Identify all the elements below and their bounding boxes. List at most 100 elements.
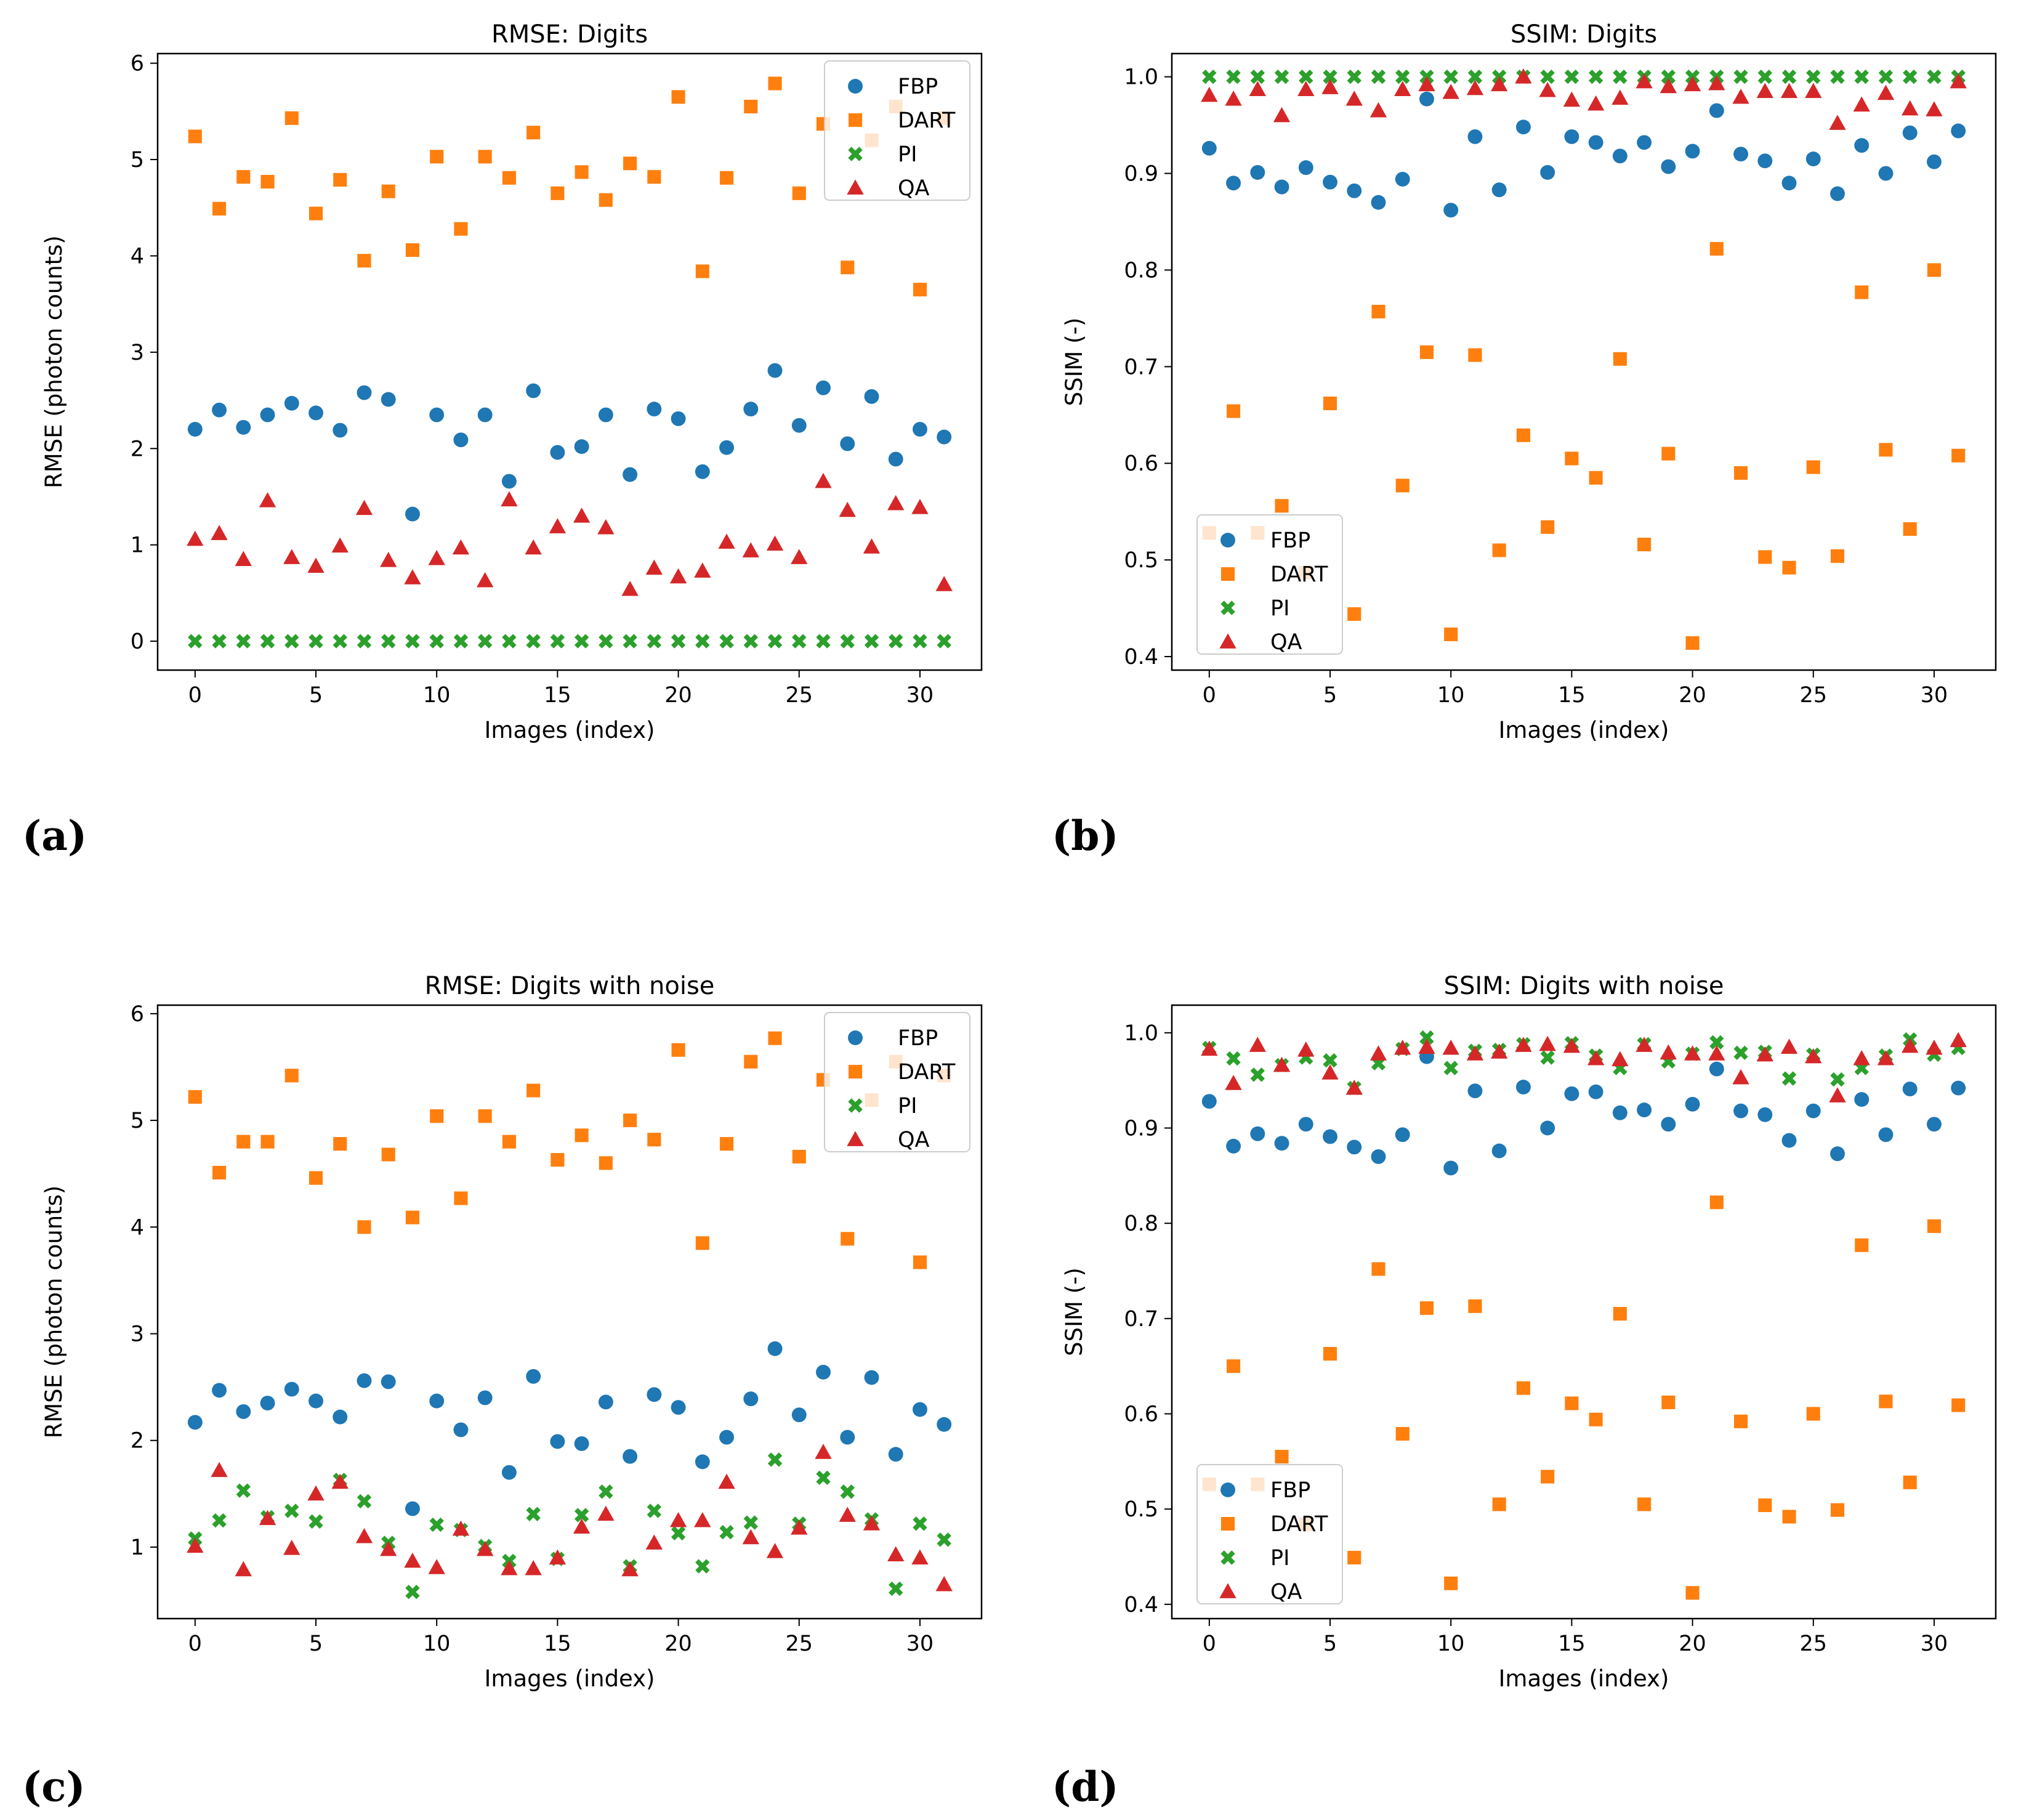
point-pi-21	[695, 1559, 710, 1574]
point-qa-4	[283, 1540, 301, 1555]
point-dart-30	[913, 283, 927, 297]
point-qa-19	[645, 1534, 663, 1550]
point-fbp-18	[1637, 135, 1652, 150]
point-qa-14	[525, 1559, 542, 1575]
point-pi-3	[260, 634, 275, 649]
y-tick-label: 3	[131, 341, 144, 365]
point-fbp-7	[1371, 195, 1386, 210]
point-pi-13	[502, 634, 517, 649]
point-pi-2	[1250, 69, 1265, 84]
point-qa-1	[1225, 1075, 1242, 1090]
point-dart-13	[1516, 1381, 1530, 1395]
y-tick-label: 0.6	[1124, 1402, 1158, 1426]
point-dart-17	[1613, 1307, 1627, 1321]
point-fbp-24	[767, 1341, 783, 1356]
point-fbp-21	[1709, 103, 1724, 118]
point-pi-5	[1323, 1053, 1337, 1068]
point-fbp-2	[1250, 165, 1265, 180]
point-qa-24	[766, 535, 784, 551]
point-pi-29	[1903, 69, 1918, 84]
point-fbp-12	[1491, 182, 1507, 198]
point-fbp-28	[864, 389, 879, 404]
point-qa-31	[935, 576, 953, 591]
point-qa-23	[742, 1529, 759, 1545]
point-dart-17	[599, 1156, 613, 1170]
point-dart-20	[1685, 636, 1700, 650]
point-dart-11	[1468, 348, 1482, 362]
panel-label-a: (a)	[22, 812, 87, 860]
point-dart-9	[405, 243, 420, 257]
point-dart-14	[1541, 1470, 1555, 1484]
point-qa-0	[1201, 1040, 1218, 1056]
x-tick-label: 15	[1558, 1632, 1586, 1656]
chart-title: SSIM: Digits with noise	[1444, 972, 1724, 1000]
point-fbp-13	[501, 1465, 517, 1480]
point-dart-17	[1613, 352, 1627, 366]
point-fbp-15	[1564, 129, 1579, 144]
point-pi-31	[937, 634, 951, 649]
point-fbp-25	[1805, 1103, 1821, 1118]
point-pi-3	[1274, 69, 1289, 84]
point-pi-6	[1347, 69, 1361, 84]
point-pi-10	[1443, 69, 1458, 84]
point-fbp-13	[501, 474, 517, 489]
point-pi-7	[357, 1494, 372, 1509]
point-fbp-16	[574, 439, 589, 455]
point-fbp-20	[671, 1400, 686, 1415]
point-fbp-26	[1830, 1146, 1845, 1162]
legend-label-fbp: FBP	[1270, 1478, 1310, 1503]
point-fbp-17	[598, 1394, 613, 1410]
point-qa-24	[1780, 1038, 1798, 1054]
point-pi-17	[599, 1484, 613, 1499]
point-pi-26	[1830, 1072, 1845, 1087]
point-dart-13	[502, 1134, 516, 1149]
point-qa-24	[1780, 83, 1798, 99]
point-qa-13	[501, 491, 518, 507]
point-dart-7	[1371, 1262, 1386, 1276]
point-qa-31	[1950, 1032, 1967, 1048]
point-fbp-3	[260, 407, 275, 423]
y-axis-label: SSIM (-)	[1061, 318, 1087, 406]
point-fbp-26	[816, 380, 831, 395]
point-dart-16	[575, 165, 589, 179]
data-points	[1201, 1030, 1967, 1600]
point-dart-13	[502, 171, 516, 185]
point-dart-28	[1879, 1394, 1893, 1409]
point-fbp-3	[260, 1396, 275, 1411]
point-pi-2	[236, 1483, 251, 1498]
point-fbp-7	[357, 1373, 372, 1388]
legend-label-fbp: FBP	[898, 75, 938, 99]
point-pi-26	[1830, 69, 1845, 84]
point-fbp-3	[1274, 179, 1289, 195]
point-pi-17	[599, 634, 613, 649]
point-qa-26	[815, 472, 832, 488]
x-tick-label: 0	[1203, 1632, 1216, 1656]
legend-marker-qa	[1219, 1583, 1236, 1598]
chart-title: SSIM: Digits	[1511, 20, 1657, 49]
point-qa-14	[525, 539, 542, 555]
point-fbp-4	[1298, 1117, 1313, 1132]
point-dart-25	[1806, 1407, 1820, 1421]
legend-marker-dart	[848, 1064, 863, 1079]
legend-marker-qa	[1219, 633, 1236, 649]
point-qa-29	[1902, 100, 1919, 116]
point-pi-26	[816, 1470, 831, 1486]
point-fbp-26	[816, 1364, 831, 1380]
point-fbp-24	[767, 363, 783, 378]
x-tick-label: 30	[1921, 683, 1948, 708]
point-pi-20	[671, 1526, 686, 1541]
point-pi-10	[429, 634, 444, 649]
point-fbp-23	[1757, 153, 1773, 169]
x-tick-label: 10	[1437, 683, 1465, 708]
point-fbp-12	[477, 407, 493, 423]
point-qa-10	[428, 549, 445, 565]
point-fbp-7	[357, 385, 372, 400]
point-fbp-0	[1201, 1094, 1217, 1109]
y-tick-label: 2	[131, 1429, 144, 1454]
point-fbp-15	[1564, 1086, 1579, 1101]
point-qa-2	[235, 551, 252, 567]
point-dart-6	[333, 172, 347, 187]
point-fbp-21	[1709, 1061, 1724, 1077]
point-pi-4	[284, 634, 299, 649]
point-qa-6	[1345, 1079, 1363, 1095]
